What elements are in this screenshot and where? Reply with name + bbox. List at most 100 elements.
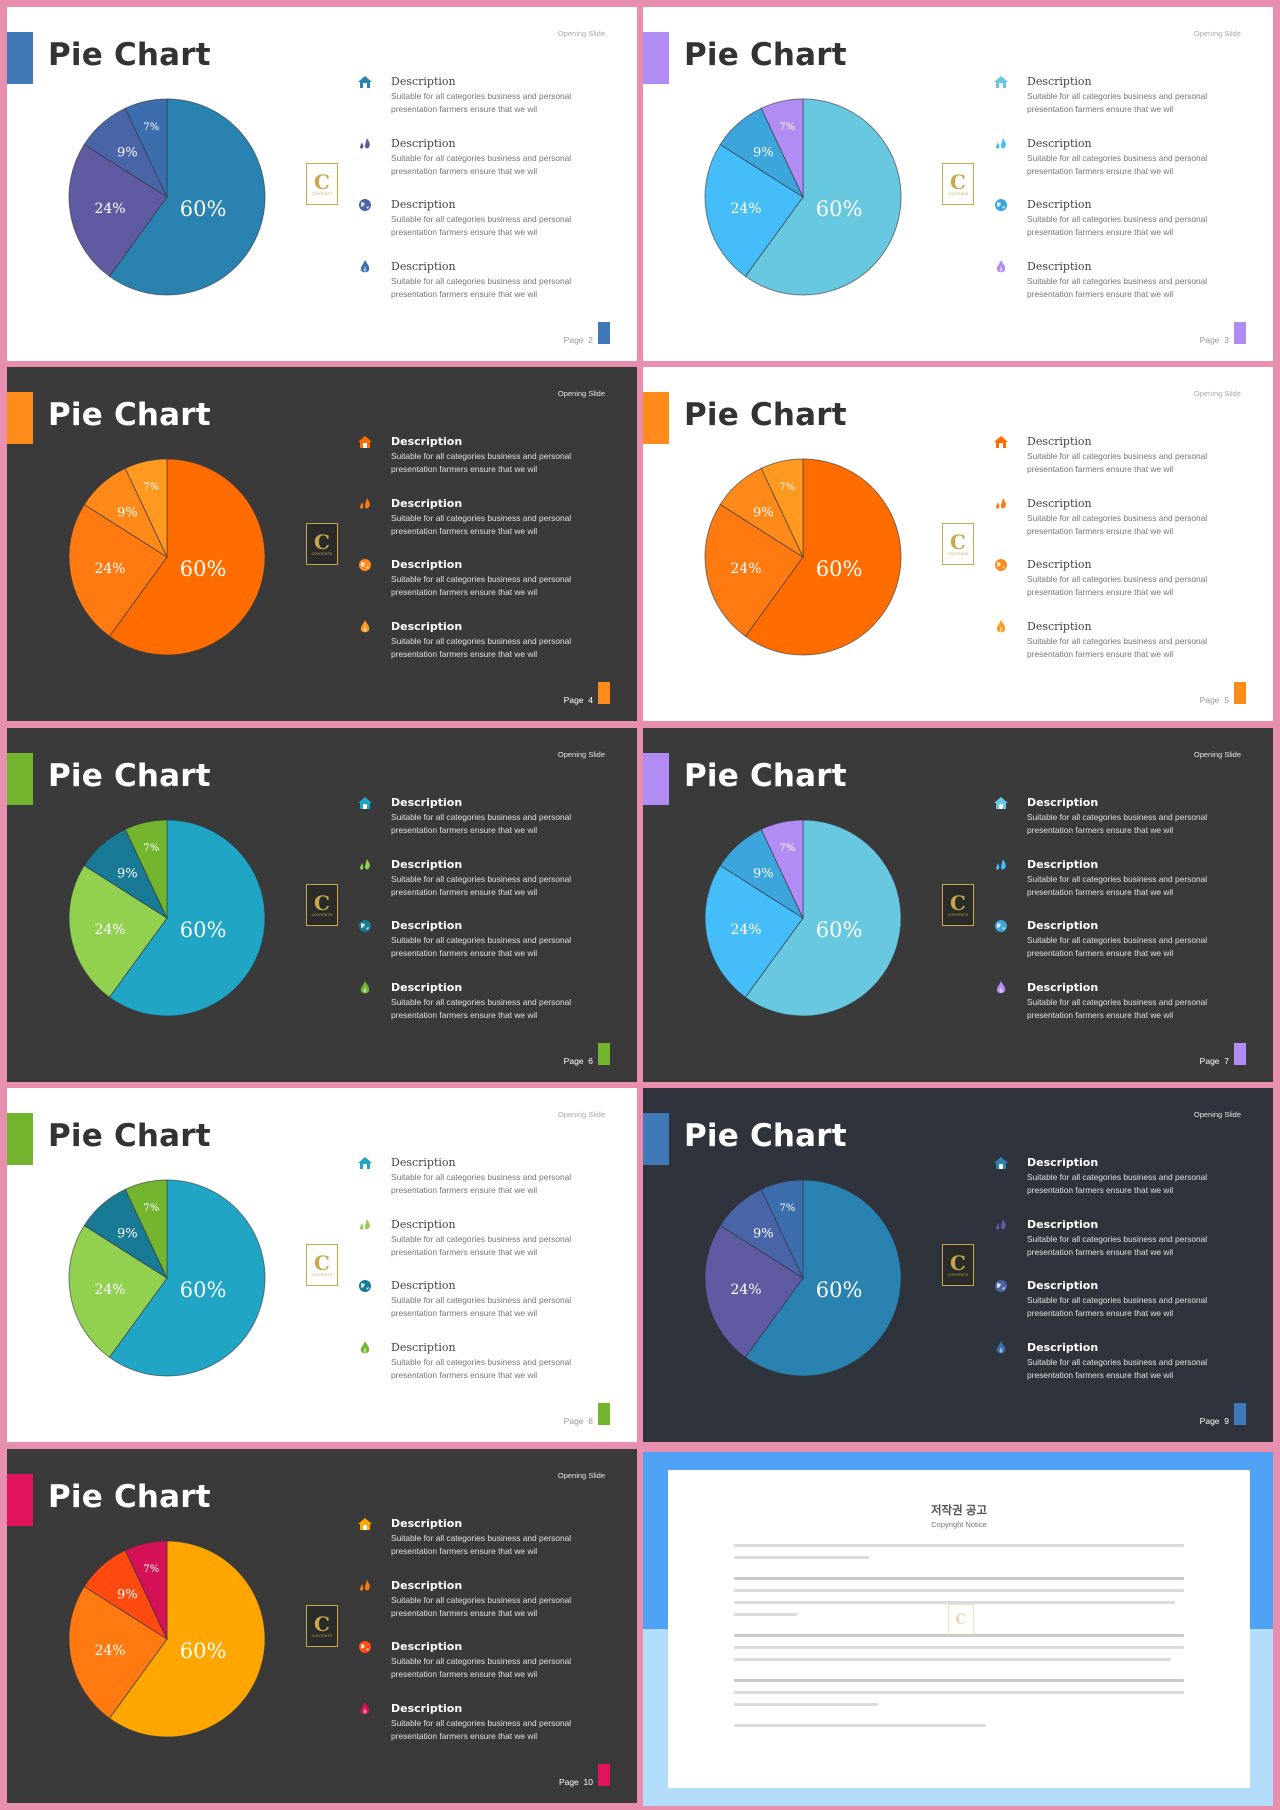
slide-tag: Opening Slide <box>557 750 605 759</box>
pie-slice-60pct <box>108 1179 266 1377</box>
pie-label-0: 60% <box>816 918 863 942</box>
slide-tag: Opening Slide <box>557 389 605 398</box>
slide-tag: Opening Slide <box>1193 750 1241 759</box>
description-title: Description <box>1027 75 1092 88</box>
slide-title: Pie Chart <box>48 758 211 794</box>
logo-letter: C <box>950 1251 966 1275</box>
page-num: 3 <box>1224 335 1229 345</box>
description-text: Suitable for all categories business and… <box>391 512 572 536</box>
slide-title: Pie Chart <box>48 397 211 433</box>
description-text: Suitable for all categories business and… <box>391 91 572 114</box>
pie-label-1: 24% <box>94 561 125 577</box>
drops-icon <box>993 137 1009 151</box>
description-item: Description Suitable for all categories … <box>996 1339 1227 1401</box>
page-number: Page 4 <box>564 695 593 705</box>
flame-icon <box>357 980 373 995</box>
page-num: 6 <box>588 1056 593 1066</box>
drops-icon <box>993 497 1009 511</box>
flame-icon <box>993 980 1009 995</box>
description-item: Description Suitable for all categories … <box>994 433 1227 495</box>
logo-word: CONTENTS <box>311 913 333 917</box>
page-number: Page 9 <box>1200 1416 1229 1426</box>
hexagon-accent <box>643 753 669 805</box>
pie-chart: 60% 24% 9% 7% <box>704 819 902 1017</box>
description-list: Description Suitable for all categories … <box>358 1154 591 1400</box>
description-title: Description <box>391 558 463 571</box>
description-text: Suitable for all categories business and… <box>391 275 572 299</box>
logo-letter: C <box>950 530 966 554</box>
pie-slice-7pct <box>124 98 168 198</box>
drops-icon <box>357 1218 373 1232</box>
description-title: Description <box>1027 136 1092 150</box>
description-title: Description <box>391 1279 456 1292</box>
logo-letter: C <box>950 170 966 194</box>
drops-icon <box>357 858 373 872</box>
page-label: Page <box>563 1056 584 1066</box>
pie-slice-24pct <box>68 503 168 637</box>
description-item: Description Suitable for all categories … <box>359 1638 591 1700</box>
pie-label-3: 7% <box>779 122 795 133</box>
page-label: Page <box>563 335 584 345</box>
description-text: Suitable for all categories business and… <box>1027 512 1208 536</box>
page-label: Page <box>563 1416 584 1426</box>
page-accent-bar <box>598 1764 610 1786</box>
slide-page-3: Pie Chart Opening Slide 60% 24% 9% 7% C CON… <box>643 7 1273 361</box>
description-item: Description Suitable for all categories … <box>360 135 591 197</box>
home-icon <box>993 796 1009 810</box>
page-accent-bar <box>1234 322 1246 344</box>
description-title: Description <box>391 198 456 211</box>
pie-label-0: 60% <box>180 1278 227 1302</box>
description-item: Description Suitable for all categories … <box>994 73 1227 135</box>
description-item: Description Suitable for all categories … <box>995 556 1227 618</box>
logo-letter: C <box>314 530 330 554</box>
logo-word: CONTENTS <box>311 552 333 556</box>
description-text: Suitable for all categories business and… <box>1027 635 1208 659</box>
pie-slice-60pct <box>108 98 266 296</box>
globe-icon <box>993 558 1009 572</box>
description-text: Suitable for all categories business and… <box>391 214 572 237</box>
description-item: Description Suitable for all categories … <box>359 1277 591 1339</box>
pie-label-3: 7% <box>143 122 159 133</box>
description-title: Description <box>391 857 463 871</box>
page-number: Page 10 <box>559 1777 593 1787</box>
flame-icon <box>357 1340 373 1355</box>
pie-slice-7pct <box>124 1540 168 1640</box>
description-title: Description <box>391 136 456 150</box>
description-item: Description Suitable for all categories … <box>359 196 591 258</box>
drops-icon <box>993 858 1009 872</box>
flame-icon <box>357 1701 373 1716</box>
globe-icon <box>357 1640 373 1654</box>
pie-label-1: 24% <box>94 1282 125 1298</box>
contents-logo: C CONTENTS <box>306 1605 338 1647</box>
description-text: Suitable for all categories business and… <box>391 1295 572 1318</box>
contents-logo: C CONTENTS <box>942 523 974 565</box>
pie-label-1: 24% <box>94 1643 125 1659</box>
pie-label-0: 60% <box>816 557 863 581</box>
description-title: Description <box>1027 919 1099 932</box>
copyright-body-lines <box>734 1544 1184 1736</box>
page-accent-bar <box>1234 682 1246 704</box>
home-icon <box>357 1517 373 1531</box>
contents-logo: C CONTENTS <box>306 523 338 565</box>
slide-page-10: Pie Chart Opening Slide 60% 24% 9% 7% C CON… <box>7 1449 637 1803</box>
description-title: Description <box>391 1517 463 1530</box>
pie-slice-60pct <box>744 98 902 296</box>
description-text: Suitable for all categories business and… <box>1027 1356 1208 1380</box>
pie-label-2: 9% <box>117 1227 138 1242</box>
page-number: Page 5 <box>1200 695 1229 705</box>
pie-chart: 60% 24% 9% 7% <box>704 458 902 656</box>
description-text: Suitable for all categories business and… <box>391 1594 572 1618</box>
description-text: Suitable for all categories business and… <box>1027 1172 1208 1195</box>
flame-icon <box>993 259 1009 274</box>
description-text: Suitable for all categories business and… <box>1027 1295 1208 1318</box>
pie-label-0: 60% <box>180 197 227 221</box>
description-title: Description <box>1027 1217 1099 1231</box>
description-item: Description Suitable for all categories … <box>359 556 591 618</box>
description-list: Description Suitable for all categories … <box>358 1515 591 1761</box>
description-text: Suitable for all categories business and… <box>1027 812 1208 835</box>
slide-page-2: Pie Chart Opening Slide 60% 24% 9% 7% C CON… <box>7 7 637 361</box>
slide-page-8: Pie Chart Opening Slide 60% 24% 9% 7% C CON… <box>7 1088 637 1442</box>
contents-logo: C CONTENTS <box>306 163 338 205</box>
description-list: Description Suitable for all categories … <box>994 1154 1227 1401</box>
globe-icon <box>993 1279 1009 1293</box>
